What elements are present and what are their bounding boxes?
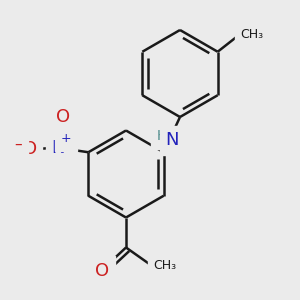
- Text: CH₃: CH₃: [240, 28, 263, 41]
- Text: H: H: [156, 130, 167, 143]
- Text: N: N: [166, 131, 179, 149]
- Text: O: O: [95, 262, 109, 280]
- Text: O: O: [56, 108, 70, 126]
- Text: –: –: [15, 137, 22, 152]
- Text: O: O: [23, 140, 37, 158]
- Text: +: +: [61, 132, 71, 145]
- Text: N: N: [52, 139, 65, 157]
- Text: CH₃: CH₃: [153, 259, 176, 272]
